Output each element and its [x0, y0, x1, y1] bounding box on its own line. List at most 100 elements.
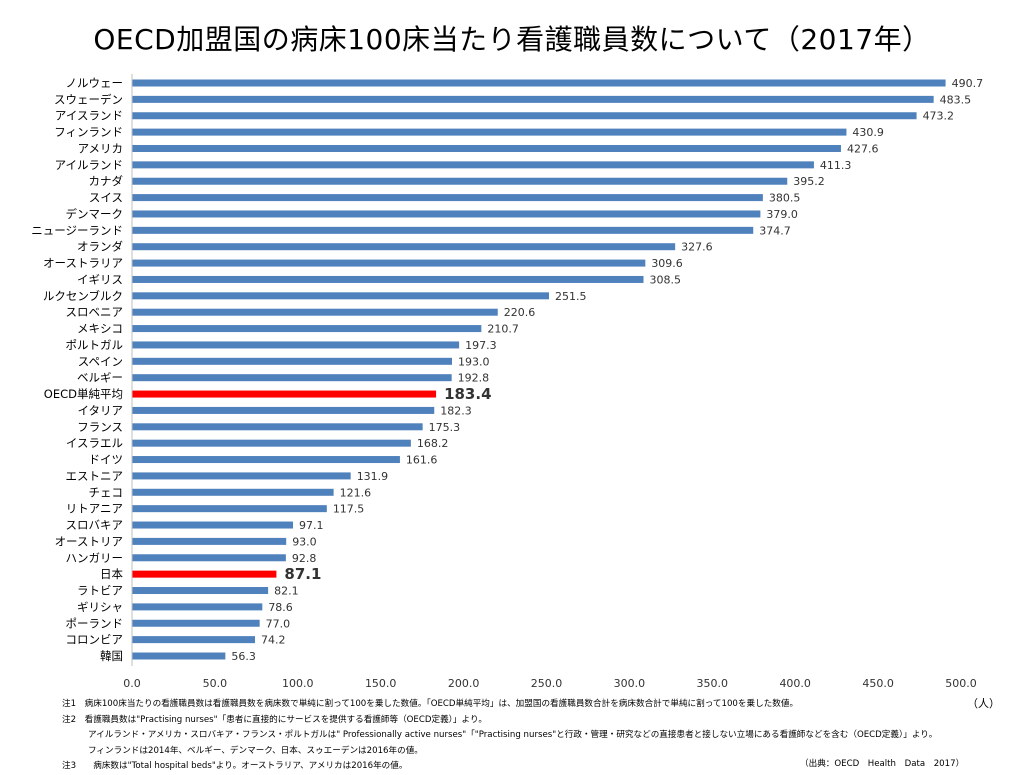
bar-highlight	[132, 570, 277, 578]
category-label: オーストラリア	[43, 256, 123, 270]
data-label: 411.3	[820, 159, 852, 172]
data-label: 309.6	[651, 257, 683, 270]
data-label: 430.9	[852, 126, 884, 139]
bar	[132, 79, 946, 87]
x-tick-label: 200.0	[448, 677, 480, 690]
note-2-line-3: フィンランドは2014年、ベルギー、デンマーク、日本、スゥエーデンは2016年の…	[88, 745, 423, 756]
bar	[132, 587, 269, 595]
data-label: 192.8	[458, 372, 490, 385]
x-tick-label: 350.0	[697, 677, 729, 690]
category-label: カナダ	[89, 174, 124, 188]
category-label: ポルトガル	[66, 338, 124, 352]
data-label: 82.1	[274, 585, 299, 598]
x-tick-label: 450.0	[862, 677, 894, 690]
category-label: ルクセンブルク	[43, 289, 123, 303]
category-label: スロバキア	[66, 518, 124, 532]
data-label: 210.7	[487, 323, 518, 336]
data-label: 182.3	[440, 404, 472, 417]
category-label: チェコ	[89, 485, 124, 499]
category-label: ノルウェー	[66, 76, 124, 90]
category-label: エストニア	[66, 469, 124, 483]
data-label: 374.7	[759, 224, 791, 237]
bar	[132, 406, 435, 414]
category-label: デンマーク	[66, 207, 124, 221]
category-label: スウェーデン	[54, 92, 123, 106]
bar	[132, 439, 411, 447]
bar-chart: ノルウェー 490.7 スウェーデン 483.5 アイスランド 473.2 フィンランド 43…	[31, 74, 984, 690]
data-label: 197.3	[465, 339, 497, 352]
x-tick-label: 50.0	[203, 677, 228, 690]
note-3: 注3 病床数は"Total hospital beds"より。オーストラリア、ア…	[62, 761, 408, 771]
category-label: ニュージーランド	[31, 223, 123, 237]
bar-highlight	[132, 390, 437, 398]
data-label: 117.5	[333, 503, 365, 516]
data-label: 251.5	[555, 290, 587, 303]
data-label: 427.6	[847, 142, 879, 155]
bar	[132, 161, 814, 169]
data-label: 490.7	[952, 77, 984, 90]
category-label: メキシコ	[77, 322, 123, 336]
data-label: 87.1	[284, 565, 321, 583]
data-label: 193.0	[458, 355, 490, 368]
footnotes: 注1 病床100床当たりの看護職員数は看護職員数を病床数で単純に割って100を乗…	[62, 697, 937, 775]
bar	[132, 357, 452, 365]
data-label: 483.5	[940, 93, 972, 106]
data-label: 395.2	[793, 175, 825, 188]
x-tick-label: 250.0	[531, 677, 563, 690]
x-tick-label: 400.0	[779, 677, 811, 690]
bar	[132, 177, 788, 185]
note-1: 注1 病床100床当たりの看護職員数は看護職員数を病床数で単純に割って100を乗…	[62, 699, 799, 709]
category-label: イスラエル	[66, 436, 123, 450]
bar	[132, 308, 498, 316]
x-tick-label: 150.0	[365, 677, 397, 690]
category-label: オランダ	[77, 240, 123, 254]
category-label: オーストリア	[55, 534, 123, 548]
data-label: 121.6	[340, 486, 372, 499]
data-label: 220.6	[504, 306, 535, 319]
category-label: フランス	[77, 420, 123, 434]
category-label: アメリカ	[78, 141, 123, 155]
category-label: スペイン	[78, 354, 123, 368]
category-label: イギリス	[77, 272, 123, 286]
bar	[132, 423, 423, 431]
category-label: コロンビア	[66, 633, 124, 647]
note-2-line-2: アイルランド・アメリカ・スロバキア・フランス・ポルトガルは" Professio…	[88, 730, 938, 740]
data-label: 78.6	[268, 601, 293, 614]
bar	[132, 144, 841, 152]
data-label: 380.5	[769, 192, 801, 205]
bar	[132, 554, 286, 562]
bar	[132, 325, 482, 333]
data-label: 56.3	[231, 650, 256, 663]
bar	[132, 95, 934, 103]
bar	[132, 374, 452, 382]
category-label: ベルギー	[77, 371, 123, 385]
bar	[132, 619, 260, 627]
data-label: 74.2	[261, 634, 286, 647]
bar	[132, 472, 351, 480]
data-label: 379.0	[766, 208, 798, 221]
bar	[132, 259, 646, 267]
data-label: 473.2	[923, 110, 955, 123]
data-label: 77.0	[266, 617, 291, 630]
bar	[132, 652, 226, 660]
category-label: 韓国	[100, 649, 123, 663]
bar	[132, 521, 293, 529]
source-note: （出典：OECD Health Data 2017）	[800, 759, 965, 769]
x-tick-label: 0.0	[123, 677, 141, 690]
data-label: 175.3	[429, 421, 461, 434]
category-label: OECD単純平均	[44, 387, 123, 401]
category-label: アイルランド	[55, 158, 123, 172]
category-label: 日本	[100, 567, 123, 581]
bar	[132, 341, 460, 349]
category-label: フィンランド	[54, 125, 123, 139]
data-label: 131.9	[357, 470, 389, 483]
bar	[132, 243, 676, 251]
data-label: 97.1	[299, 519, 324, 532]
bar	[132, 603, 263, 611]
bar	[132, 194, 763, 202]
x-tick-label: 100.0	[282, 677, 314, 690]
bar	[132, 128, 847, 136]
category-label: アイスランド	[55, 109, 123, 123]
category-label: リトアニア	[66, 502, 123, 516]
x-tick-label: 500.0	[945, 677, 977, 690]
